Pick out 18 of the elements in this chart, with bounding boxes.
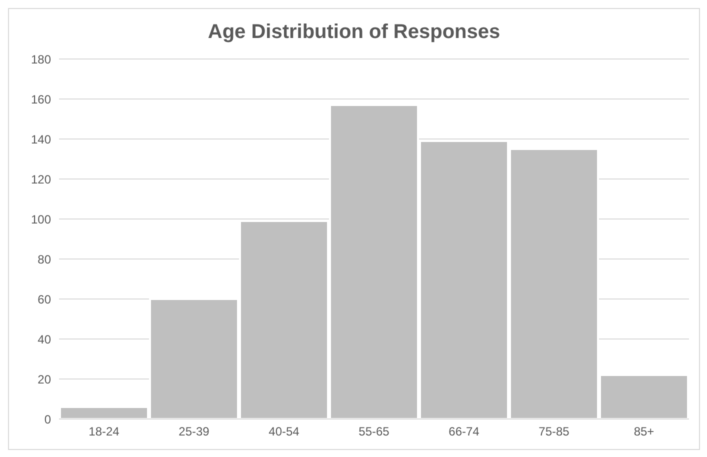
x-tick-label: 25-39 — [178, 424, 210, 439]
x-tick-label: 40-54 — [268, 424, 300, 439]
x-tick-label: 18-24 — [88, 424, 120, 439]
y-tick-label: 40 — [38, 332, 52, 346]
x-tick-label: 85+ — [634, 424, 654, 439]
y-tick-label: 180 — [30, 52, 52, 66]
x-tick-label: 55-65 — [358, 424, 390, 439]
y-tick-label: 0 — [44, 412, 52, 426]
chart-title: Age Distribution of Responses — [206, 21, 502, 45]
x-tick-label: 66-74 — [448, 424, 480, 439]
y-tick-label: 100 — [30, 212, 52, 226]
y-tick-label: 60 — [38, 292, 52, 306]
y-tick-label: 80 — [38, 252, 52, 266]
x-tick-label: 75-85 — [538, 424, 570, 439]
y-tick-label: 120 — [30, 172, 52, 186]
y-tick-label: 140 — [30, 132, 52, 146]
y-tick-label: 160 — [30, 92, 52, 106]
y-tick-label: 20 — [38, 372, 52, 386]
